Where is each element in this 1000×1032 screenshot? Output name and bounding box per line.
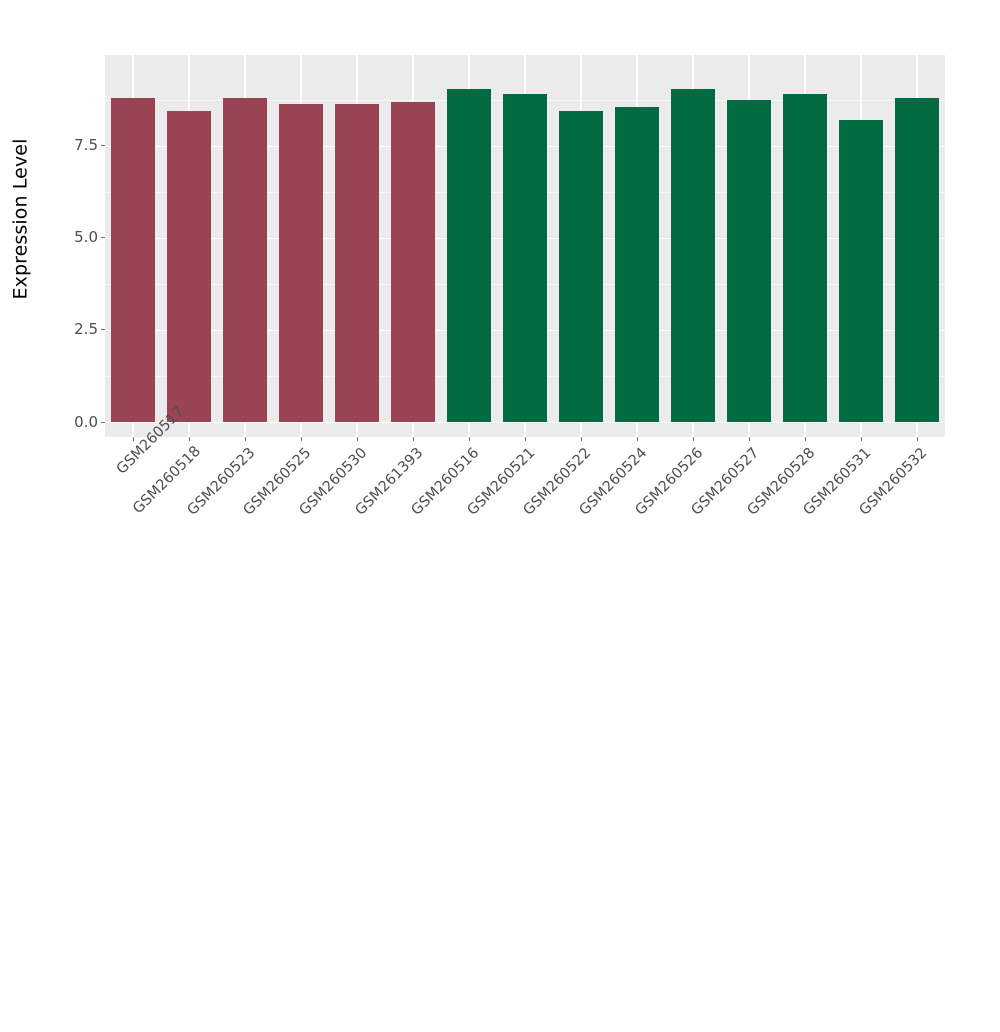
x-tick-mark <box>189 437 190 441</box>
y-axis-title: Expression Level <box>0 0 40 437</box>
bar <box>390 101 436 422</box>
x-tick-mark <box>133 437 134 441</box>
y-axis: 0.0 2.5 5.0 7.5 <box>40 0 105 580</box>
y-tick-mark <box>101 237 105 239</box>
plot-panel <box>105 55 945 437</box>
x-tick-mark <box>581 437 582 441</box>
bar <box>894 97 940 422</box>
x-tick-label: GSM260516 <box>408 445 483 519</box>
x-tick-label: GSM260532 <box>856 445 931 519</box>
x-tick-mark <box>357 437 358 441</box>
bar <box>502 94 548 422</box>
x-tick-mark <box>469 437 470 441</box>
bar <box>838 120 884 422</box>
x-tick-mark <box>749 437 750 441</box>
bar <box>278 103 324 422</box>
x-axis: GSM260517 GSM260518 GSM260523 GSM260525 GSM2… <box>105 403 945 580</box>
x-tick-mark <box>301 437 302 441</box>
bar-chart: Expression Level 0.0 2.5 5.0 7.5 GSM260517 G… <box>0 0 945 580</box>
bar <box>782 94 828 422</box>
bar <box>614 107 660 422</box>
x-tick-mark <box>413 437 414 441</box>
bar <box>558 110 604 422</box>
y-tick-label: 0.0 <box>74 412 98 431</box>
y-axis-title-label: Expression Level <box>9 138 31 299</box>
x-tick-mark <box>805 437 806 441</box>
x-tick-mark <box>917 437 918 441</box>
bars-group <box>105 55 945 437</box>
bar <box>446 88 492 422</box>
y-tick-mark <box>101 145 105 147</box>
x-tick-label: GSM260526 <box>632 445 707 519</box>
x-tick-mark <box>637 437 638 441</box>
y-tick-mark <box>101 421 105 423</box>
y-tick-label: 7.5 <box>74 136 98 155</box>
bar <box>166 110 212 422</box>
bar <box>334 103 380 422</box>
y-tick-mark <box>101 329 105 331</box>
x-tick-label: GSM260517 <box>113 403 188 478</box>
y-tick-label: 2.5 <box>74 320 98 339</box>
bar <box>726 99 772 422</box>
bar <box>222 97 268 422</box>
bar <box>670 88 716 422</box>
x-tick-mark <box>525 437 526 441</box>
y-tick-label: 5.0 <box>74 228 98 247</box>
x-tick-mark <box>861 437 862 441</box>
x-tick-label: GSM260523 <box>184 445 259 519</box>
x-tick-mark <box>245 437 246 441</box>
bar <box>110 97 156 422</box>
x-tick-mark <box>693 437 694 441</box>
